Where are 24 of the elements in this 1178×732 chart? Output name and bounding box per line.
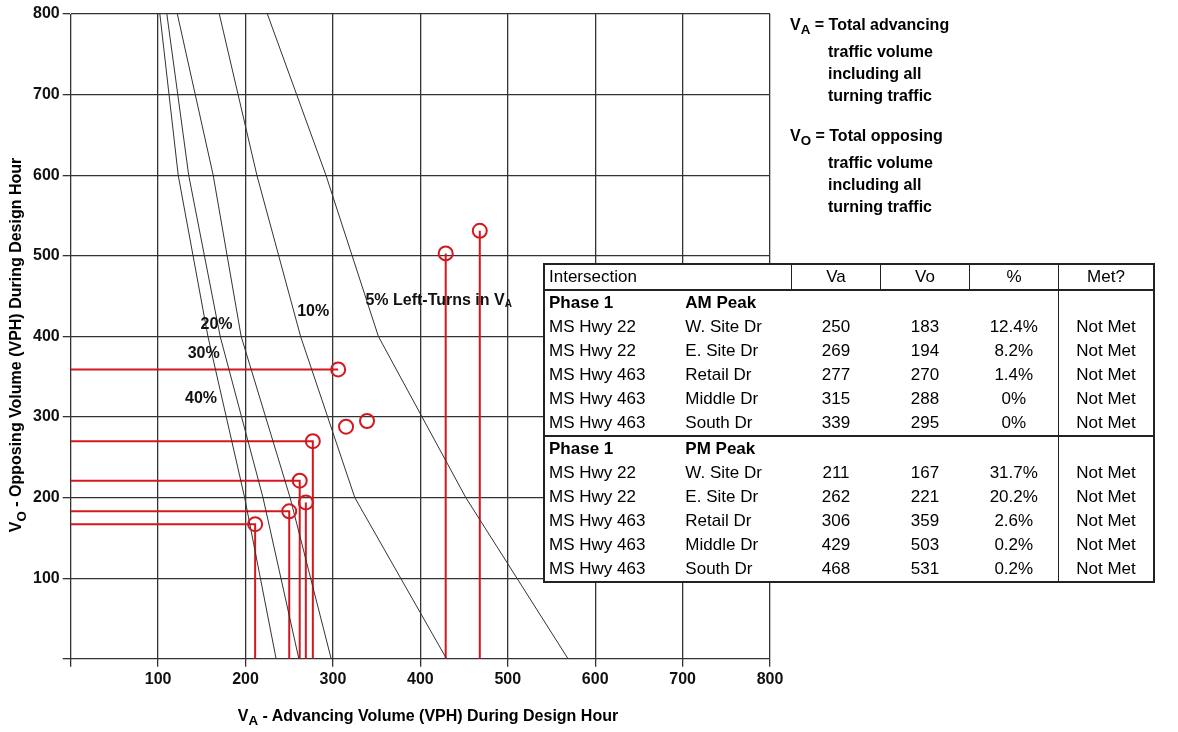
series-label: 40% xyxy=(185,388,218,406)
summary-table: Intersection Va Vo % Met? Phase 1 AM Peak MS Hwy 22 W. Site Dr 250 183 12.4% Not Met MS Hwy 22 E. Site Dr 269 194 8.2% Not Met MS Hwy 463 Retail Dr 277 270 1.4% Not Met MS Hwy 463 Middle Dr 315 288 0% Not Met MS Hwy 463 South Dr 339 295 0% Not Met Phase 1 PM Peak MS Hwy 22 W. Site Dr 211 167 31.7% Not Met MS Hwy 22 E. Site Dr 262 221 20.2% Not Met MS Hwy 463 Retail Dr 306 359 2.6% Not Met MS Hwy 463 Middle Dr 429 503 0.2% Not Met MS Hwy 463 South Dr 468 531 0.2% Not Met xyxy=(543,263,1155,583)
x-tick-label: 500 xyxy=(494,669,522,687)
x-tick-label: 700 xyxy=(669,669,697,687)
text: V$_{A}$ = Total advancing traffic volume including all turning traffic xyxy=(790,15,951,107)
x-axis-title: V$_{A}$ - Advancing Volume (VPH) During Design Hour xyxy=(237,707,619,729)
y-tick-label: 700 xyxy=(32,85,60,103)
x-tick-label: 100 xyxy=(144,669,172,687)
series-label: 10% xyxy=(297,301,330,319)
text: V$_{O}$ = Total opposing traffic volume including all turning traffic xyxy=(790,126,944,218)
y-tick-label: 600 xyxy=(32,165,60,183)
y-tick-label: 300 xyxy=(32,407,60,425)
series-label: 30% xyxy=(187,343,220,361)
y-tick-label: 200 xyxy=(32,488,60,506)
y-tick-label: 100 xyxy=(32,568,60,586)
x-tick-label: 300 xyxy=(319,669,347,687)
x-tick-label: 600 xyxy=(581,669,609,687)
y-tick-label: 800 xyxy=(32,4,60,22)
y-tick-label: 400 xyxy=(32,326,60,344)
x-tick-label: 800 xyxy=(756,669,784,687)
x-tick-label: 400 xyxy=(407,669,434,687)
series-label: 20% xyxy=(200,314,233,332)
x-tick-label: 200 xyxy=(232,669,259,687)
y-tick-label: 500 xyxy=(32,246,60,264)
